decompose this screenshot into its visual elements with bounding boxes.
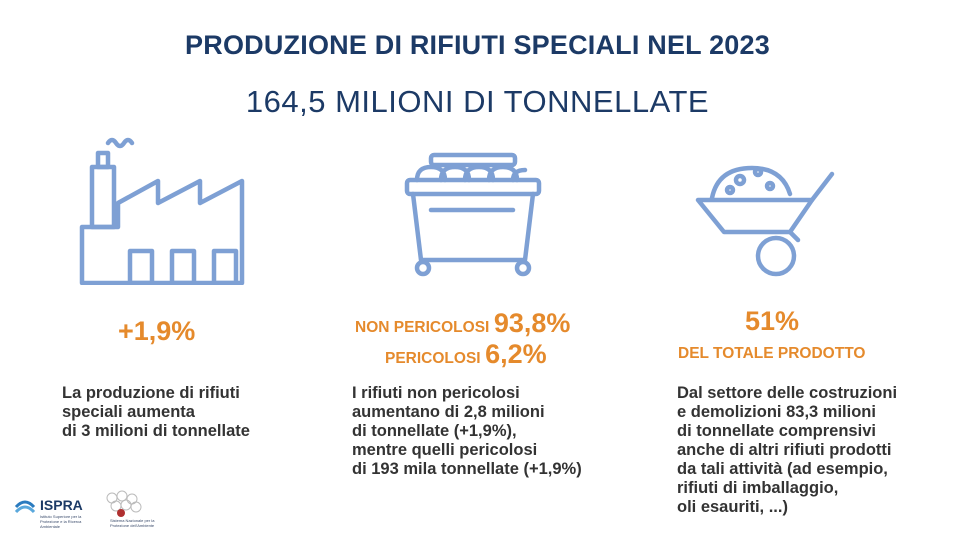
construction-description: Dal settore delle costruzioni e demolizi… [677, 384, 898, 516]
production-growth-value: +1,9% [118, 316, 196, 346]
snpa-logo [102, 490, 144, 525]
snpa-subtitle: Sistema Nazionale per la Protezione dell… [110, 518, 155, 528]
construction-share-label: DEL TOTALE PRODOTTO [678, 345, 866, 362]
hazard-description: I rifiuti non pericolosi aumentano di 2,… [352, 384, 582, 478]
non-hazardous-label: NON PERICOLOSI [355, 319, 490, 336]
snpa-hexagons-icon [106, 490, 142, 517]
hazardous-value: 6,2% [485, 339, 547, 369]
ispra-subtitle: Istituto Superiore per la Protezione e l… [40, 514, 82, 529]
ispra-logo [14, 497, 36, 522]
factory-icon [78, 133, 248, 285]
page-title: PRODUZIONE DI RIFIUTI SPECIALI NEL 2023 [185, 30, 770, 60]
non-hazardous-value: 93,8% [493, 308, 571, 338]
production-description: La produzione di rifiuti speciali aument… [62, 384, 250, 440]
page-subtitle: 164,5 MILIONI DI TONNELLATE [245, 84, 710, 119]
dumpster-icon [403, 152, 543, 278]
construction-share-value: 51% [745, 306, 800, 336]
ispra-name: ISPRA [40, 497, 83, 513]
ispra-mark-icon [14, 500, 36, 514]
hazardous-label: PERICOLOSI [385, 350, 481, 367]
wheelbarrow-icon [694, 158, 839, 278]
